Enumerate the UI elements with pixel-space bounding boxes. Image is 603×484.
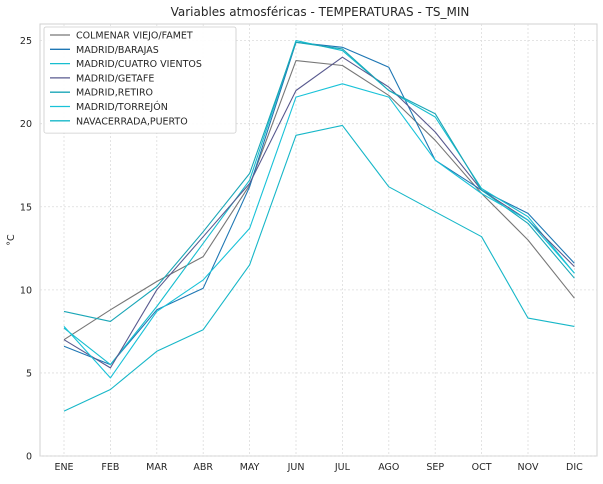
series-line (63, 83, 575, 379)
x-tick-label: JUN (287, 462, 305, 473)
x-tick-label: DIC (566, 462, 583, 473)
legend: COLMENAR VIEJO/FAMET MADRID/BARAJAS MADRID… (43, 26, 237, 134)
legend-box (43, 26, 237, 134)
legend-label: NAVACERRADA,PUERTO (76, 116, 188, 127)
grid (40, 24, 597, 457)
series-line (63, 124, 575, 412)
legend-label: MADRID/BARAJAS (76, 45, 159, 56)
x-tick-label: AGO (378, 462, 399, 473)
legend-label: MADRID/GETAFE (76, 73, 154, 84)
x-tick-label: SEP (426, 462, 444, 473)
y-tick-label: 25 (20, 36, 32, 47)
legend-label: COLMENAR VIEJO/FAMET (76, 31, 193, 42)
series-line (63, 60, 575, 341)
y-tick-label: 20 (20, 119, 32, 130)
x-tick-label: ENE (54, 462, 73, 473)
legend-label: MADRID/TORREJÓN (76, 101, 168, 113)
x-tick-label: FEB (101, 462, 119, 473)
legend-label: MADRID,RETIRO (76, 88, 153, 99)
series-lines (63, 40, 575, 412)
plot-area (39, 23, 598, 457)
legend-label: MADRID/CUATRO VIENTOS (76, 59, 202, 70)
x-tick-label: OCT (472, 462, 492, 473)
y-tick-label: 0 (26, 452, 32, 463)
y-tick-label: 5 (26, 368, 32, 379)
x-tick-label: JUL (334, 462, 351, 473)
series-line (63, 41, 575, 366)
x-tick-label: MAR (146, 462, 168, 473)
y-tick-label: 15 (20, 202, 32, 213)
y-tick-label: 10 (20, 285, 32, 296)
series-line (63, 41, 575, 322)
x-tick-label: ABR (193, 462, 213, 473)
y-axis-label: °C (6, 234, 17, 246)
x-tick-label: MAY (240, 462, 260, 473)
x-tick-label: NOV (518, 462, 539, 473)
chart-title: Variables atmosféricas - TEMPERATURAS - … (171, 5, 470, 19)
axis-ticks: ENE FEB MAR ABR MAY JUN JUL AGO SEP OCT NOV DIC 0 5 10… (20, 36, 583, 473)
